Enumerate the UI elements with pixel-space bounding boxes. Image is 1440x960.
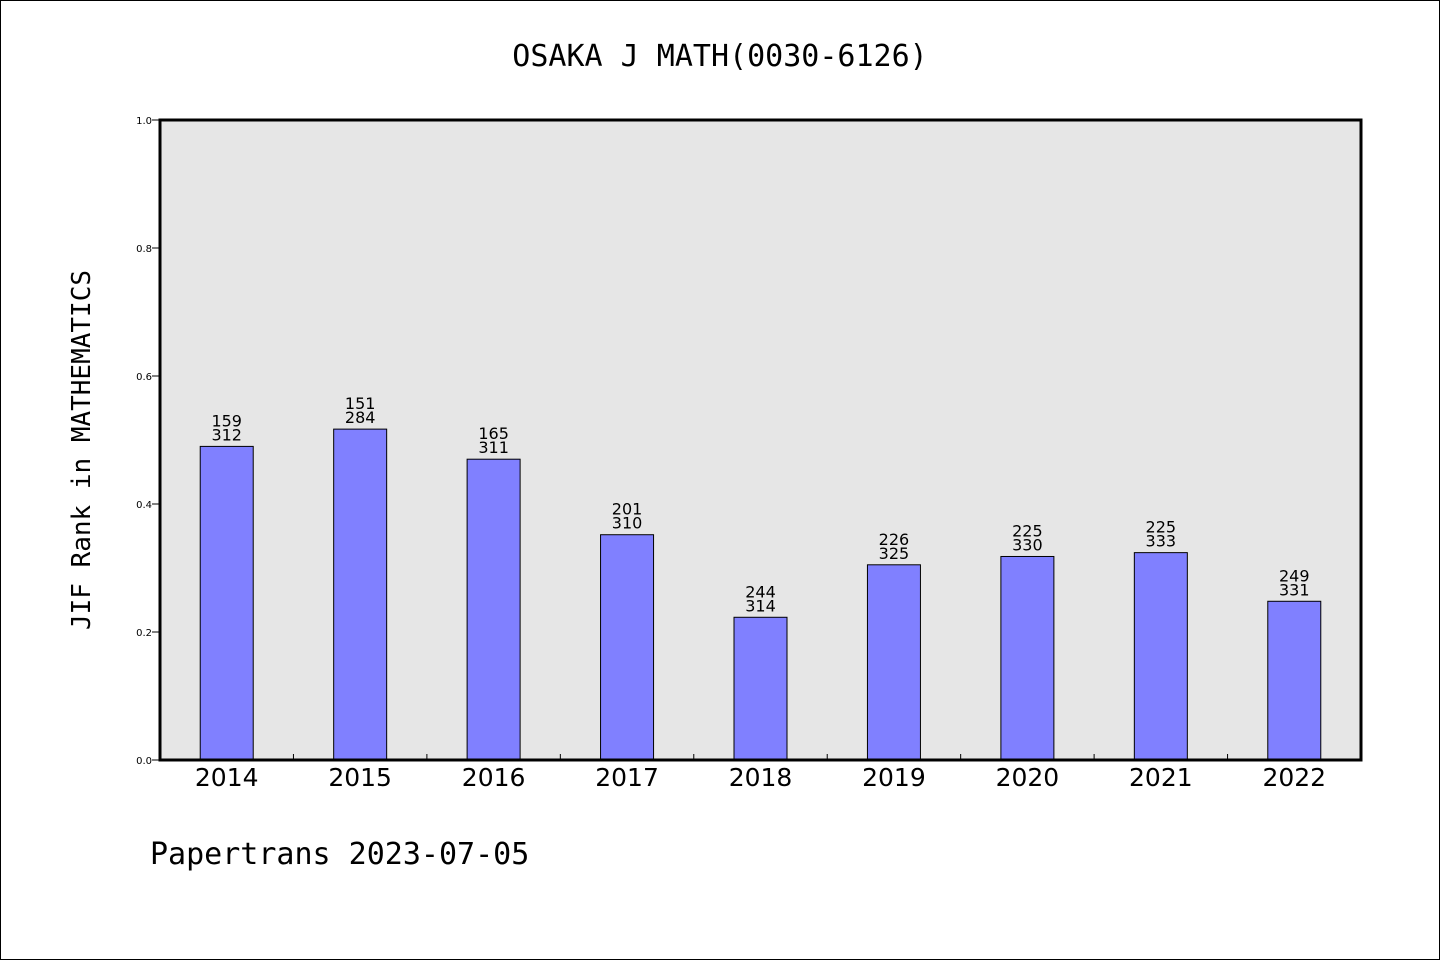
data-label-rank: 151 xyxy=(345,394,376,413)
bar-2014 xyxy=(199,445,254,761)
data-label-total: 325 xyxy=(879,544,910,563)
plot-border xyxy=(158,118,1363,762)
x-tick-label: 2016 xyxy=(462,763,526,792)
data-label-rank: 249 xyxy=(1279,566,1310,585)
data-label-total: 312 xyxy=(211,425,242,444)
x-tick-label: 2021 xyxy=(1129,763,1193,792)
chart-title: OSAKA J MATH(0030-6126) xyxy=(512,39,927,74)
bar-2016 xyxy=(466,458,521,761)
data-label-total: 314 xyxy=(745,596,776,615)
y-axis-label: JIF Rank in MATHEMATICS xyxy=(67,270,97,630)
y-tick-label: 0.4 xyxy=(136,500,152,511)
data-label-rank: 225 xyxy=(1146,518,1177,537)
y-tick-label: 0.2 xyxy=(136,628,152,639)
x-tick-label: 2014 xyxy=(195,763,259,792)
data-label-total: 331 xyxy=(1279,580,1310,599)
footer-credit: Papertrans 2023-07-05 xyxy=(150,837,529,872)
data-label-total: 284 xyxy=(345,408,376,427)
y-tick-label: 0.6 xyxy=(136,372,152,383)
data-label-total: 311 xyxy=(478,438,509,457)
x-tick-label: 2019 xyxy=(862,763,926,792)
data-label-rank: 165 xyxy=(478,424,509,443)
data-label-rank: 244 xyxy=(745,582,776,601)
data-labels: 1593121512841653112013102443142263252253… xyxy=(211,394,1309,615)
bar-2021 xyxy=(1133,552,1188,761)
y-tick-label: 0.0 xyxy=(136,756,152,767)
y-tick-label: 0.8 xyxy=(136,244,152,255)
bar-2015 xyxy=(333,428,388,761)
x-tick-label: 2022 xyxy=(1262,763,1326,792)
data-label-rank: 225 xyxy=(1012,521,1043,540)
data-label-rank: 159 xyxy=(211,411,242,430)
data-label-total: 310 xyxy=(612,514,643,533)
x-tick-label: 2015 xyxy=(328,763,392,792)
x-tick-label: 2018 xyxy=(729,763,793,792)
y-tick-label: 1.0 xyxy=(136,116,152,127)
bars xyxy=(199,428,1322,761)
data-label-total: 330 xyxy=(1012,535,1043,554)
bar-2019 xyxy=(866,564,921,761)
bar-2017 xyxy=(600,534,655,761)
bar-2022 xyxy=(1267,600,1322,761)
data-label-rank: 201 xyxy=(612,500,643,519)
x-tick-label: 2020 xyxy=(996,763,1060,792)
bar-2020 xyxy=(1000,555,1055,761)
data-label-total: 333 xyxy=(1146,532,1177,551)
data-label-rank: 226 xyxy=(879,530,910,549)
x-tick-label: 2017 xyxy=(595,763,659,792)
bar-2018 xyxy=(733,616,788,761)
axis-ticks: 0.0 0.2 0.4 0.6 0.8 1.0 2014 2015 2016 2017 2018 20… xyxy=(136,116,1326,792)
